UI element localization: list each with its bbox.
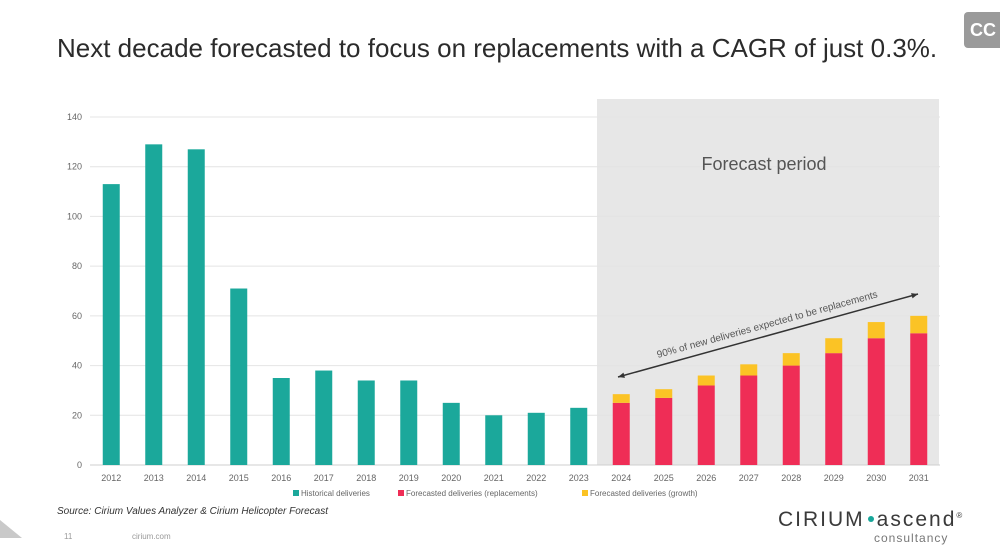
bar-growth (782, 353, 800, 366)
bar-historical (187, 149, 205, 466)
x-tick-label: 2013 (144, 473, 164, 483)
logo-brand: CIRIUM (778, 508, 865, 531)
x-tick-label: 2016 (271, 473, 291, 483)
x-tick-label: 2020 (441, 473, 461, 483)
bar-growth (655, 389, 673, 398)
x-tick-label: 2025 (654, 473, 674, 483)
legend-label: Forecasted deliveries (growth) (590, 489, 698, 498)
bar-replacement (740, 375, 758, 465)
bar-historical (527, 412, 545, 465)
forecast-period-label: Forecast period (701, 154, 826, 174)
y-tick-label: 80 (72, 261, 82, 271)
bar-replacement (825, 353, 843, 465)
logo-registered-mark: ® (956, 511, 965, 520)
bar-replacement (910, 333, 928, 465)
site-link[interactable]: cirium.com (132, 532, 171, 541)
page-number: 11 (64, 532, 73, 541)
left-corner-tab (0, 520, 22, 538)
cirium-ascend-logo: CIRIUM ascend® consultancy (770, 508, 980, 548)
arrow-head-left (618, 372, 625, 378)
bar-historical (400, 380, 418, 465)
bar-historical (570, 407, 588, 465)
source-note: Source: Cirium Values Analyzer & Cirium … (57, 506, 329, 517)
x-tick-label: 2019 (399, 473, 419, 483)
bar-growth (740, 364, 758, 376)
bar-replacement (867, 338, 885, 465)
x-tick-label: 2022 (526, 473, 546, 483)
y-tick-label: 120 (67, 162, 82, 172)
logo-subtitle: consultancy (874, 531, 949, 545)
y-tick-label: 140 (67, 112, 82, 122)
bar-historical (485, 415, 503, 465)
x-tick-label: 2015 (229, 473, 249, 483)
bar-replacement (655, 397, 673, 465)
x-tick-label: 2026 (696, 473, 716, 483)
legend-label: Historical deliveries (301, 489, 370, 498)
legend-swatch (582, 490, 588, 496)
x-tick-label: 2030 (866, 473, 886, 483)
y-tick-label: 100 (67, 211, 82, 221)
arrow-line (617, 293, 919, 378)
x-tick-label: 2023 (569, 473, 589, 483)
bar-replacement (697, 385, 715, 465)
bar-growth (825, 338, 843, 354)
x-tick-label: 2029 (824, 473, 844, 483)
page-title: Next decade forecasted to focus on repla… (57, 33, 938, 63)
bar-growth (612, 394, 630, 403)
legend-swatch (398, 490, 404, 496)
logo-dot-icon (867, 516, 874, 522)
legend-swatch (293, 490, 299, 496)
y-tick-label: 0 (77, 460, 82, 470)
x-tick-label: 2027 (739, 473, 759, 483)
arrow-head-right (911, 293, 918, 299)
logo-product: ascend (876, 508, 957, 531)
bar-replacement (782, 365, 800, 465)
x-tick-label: 2018 (356, 473, 376, 483)
y-tick-label: 20 (72, 410, 82, 420)
x-tick-label: 2024 (611, 473, 631, 483)
corner-tab[interactable]: CC (964, 12, 1000, 48)
bar-historical (272, 378, 290, 465)
bar-historical (442, 402, 460, 465)
y-tick-label: 40 (72, 361, 82, 371)
legend-label: Forecasted deliveries (replacements) (406, 489, 538, 498)
delivery-chart: 0 20 40 60 80 100 120 140 2012 2013 2014 2015 2016 20… (67, 99, 940, 498)
x-tick-label: 2017 (314, 473, 334, 483)
x-tick-label: 2021 (484, 473, 504, 483)
bar-historical (315, 370, 333, 465)
bar-historical (230, 288, 248, 465)
bar-growth (867, 322, 885, 339)
x-tick-label: 2028 (781, 473, 801, 483)
x-tick-label: 2012 (101, 473, 121, 483)
bar-historical (357, 380, 375, 465)
bar-historical (102, 184, 120, 465)
bar-growth (697, 375, 715, 386)
bar-growth (910, 315, 928, 334)
bar-replacement (612, 402, 630, 465)
bar-historical (145, 144, 163, 466)
x-tick-label: 2031 (909, 473, 929, 483)
x-tick-label: 2014 (186, 473, 206, 483)
y-tick-label: 60 (72, 311, 82, 321)
